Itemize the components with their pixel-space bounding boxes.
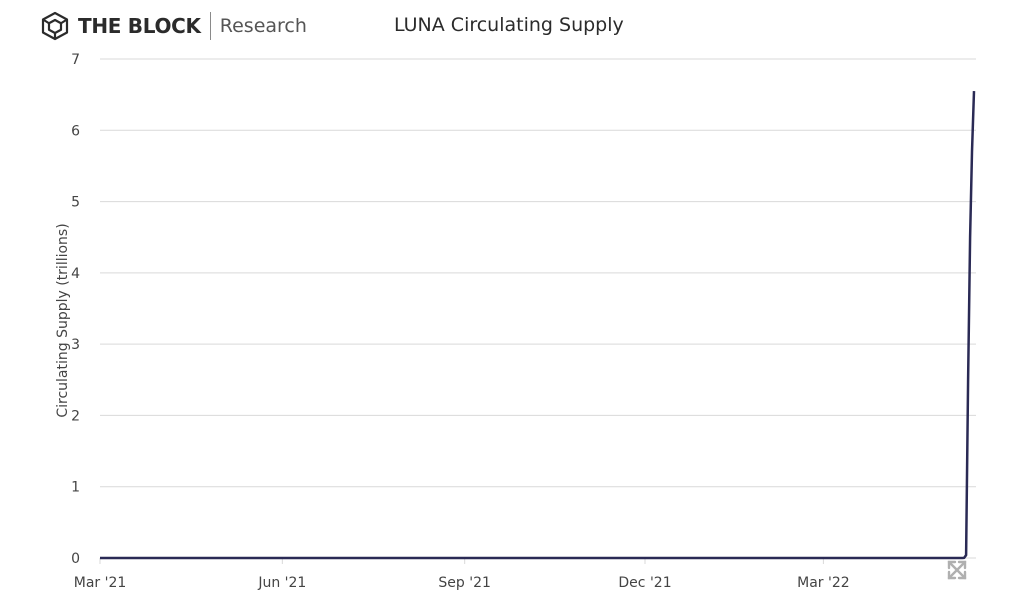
chart-header: THE BLOCK Research LUNA Circulating Supp… xyxy=(0,0,1024,56)
x-axis-ticks: Mar '21 Jun '21 Sep '21 Dec '21 Mar '22 xyxy=(74,558,850,591)
chart-title: LUNA Circulating Supply xyxy=(394,14,624,36)
brand-subtitle: Research xyxy=(219,15,307,37)
x-tick-label: Mar '21 xyxy=(74,575,127,591)
brand-divider xyxy=(209,12,211,40)
y-tick-label: 6 xyxy=(71,123,80,139)
y-tick-label: 1 xyxy=(71,480,80,496)
y-tick-label: 4 xyxy=(71,266,80,282)
x-tick-label: Jun '21 xyxy=(257,575,306,591)
y-tick-label: 7 xyxy=(71,52,80,68)
grid-lines xyxy=(100,58,976,559)
x-tick-label: Mar '22 xyxy=(797,575,850,591)
series-layer xyxy=(100,91,976,560)
y-axis-label: Circulating Supply (trillions) xyxy=(55,223,71,417)
the-block-cube-icon xyxy=(41,11,69,41)
y-tick-label: 0 xyxy=(71,551,80,567)
brand-logo: THE BLOCK Research xyxy=(40,10,307,42)
y-tick-label: 2 xyxy=(71,408,80,424)
y-tick-label: 3 xyxy=(71,337,80,353)
series-line xyxy=(100,91,976,560)
expand-arrows-icon[interactable] xyxy=(945,558,969,582)
y-axis-ticks: 0 1 2 3 4 5 6 7 xyxy=(71,52,80,567)
brand-name: THE BLOCK xyxy=(78,14,201,38)
y-tick-label: 5 xyxy=(71,195,80,211)
x-tick-label: Sep '21 xyxy=(438,575,491,591)
x-tick-label: Dec '21 xyxy=(618,575,671,591)
